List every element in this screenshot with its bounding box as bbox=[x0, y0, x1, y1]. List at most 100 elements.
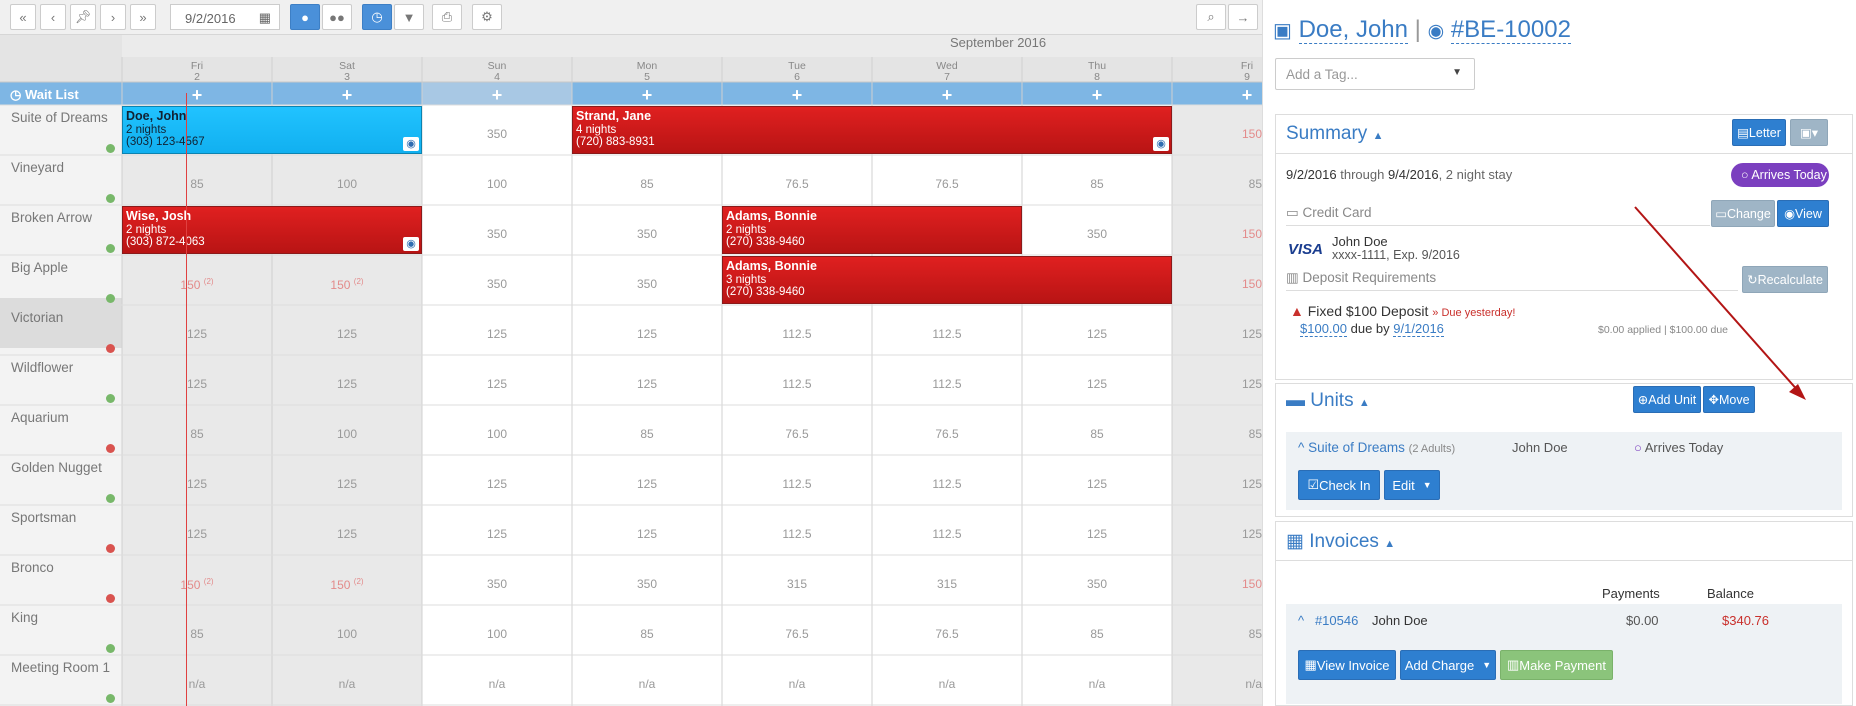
room-name[interactable]: Bronco bbox=[11, 560, 54, 575]
rate-cell[interactable]: 100 bbox=[486, 177, 508, 191]
room-name[interactable]: Sportsman bbox=[11, 510, 77, 525]
rate-cell[interactable]: 350 bbox=[1086, 227, 1108, 241]
rate-cell[interactable]: 85 bbox=[1090, 627, 1104, 641]
rate-cell[interactable]: 85 bbox=[640, 177, 654, 191]
move-unit-button[interactable]: ✥ Move bbox=[1703, 386, 1755, 413]
room-name[interactable]: King bbox=[11, 610, 39, 625]
rate-cell[interactable]: 125 bbox=[336, 477, 358, 491]
booking-block[interactable]: Adams, Bonnie 3 nights (270) 338-9460 bbox=[722, 256, 1172, 304]
rate-cell[interactable]: 76.5 bbox=[785, 177, 809, 191]
rate-cell[interactable]: 112.5 bbox=[782, 377, 812, 391]
rate-cell[interactable]: 85 bbox=[1090, 427, 1104, 441]
rate-cell[interactable]: 76.5 bbox=[935, 427, 959, 441]
rate-cell[interactable]: 112.5 bbox=[932, 527, 962, 541]
add-unit-button[interactable]: ⊕ Add Unit bbox=[1633, 386, 1701, 413]
rate-cell[interactable]: 125 bbox=[486, 327, 508, 341]
rate-cell[interactable]: 350 bbox=[486, 227, 508, 241]
single-guest-view-button[interactable]: ● bbox=[290, 4, 320, 30]
rate-cell[interactable]: 85 bbox=[1248, 177, 1262, 191]
rate-cell[interactable]: 100 bbox=[336, 427, 358, 441]
rate-cell[interactable]: 112.5 bbox=[932, 327, 962, 341]
rate-cell[interactable]: n/a bbox=[1245, 677, 1262, 691]
rate-cell[interactable]: 100 bbox=[486, 427, 508, 441]
rate-cell[interactable]: 150 bbox=[1241, 577, 1262, 591]
rate-cell[interactable]: 125 bbox=[1241, 527, 1262, 541]
clock-view-button[interactable]: ◷ bbox=[362, 4, 392, 30]
print-button[interactable]: ⎙ bbox=[432, 4, 462, 30]
rate-cell[interactable]: 125 bbox=[636, 527, 658, 541]
view-invoice-button[interactable]: ▦ View Invoice bbox=[1298, 650, 1396, 680]
rate-cell[interactable]: 125 bbox=[1086, 527, 1108, 541]
rate-cell[interactable]: 85 bbox=[190, 177, 204, 191]
rate-cell[interactable]: 76.5 bbox=[785, 627, 809, 641]
rate-cell[interactable]: n/a bbox=[188, 677, 206, 691]
room-name[interactable]: Big Apple bbox=[11, 260, 69, 275]
add-waitlist-button-6[interactable]: + bbox=[1091, 85, 1103, 105]
rate-cell[interactable]: n/a bbox=[1088, 677, 1106, 691]
rate-cell[interactable]: 125 bbox=[486, 477, 508, 491]
rate-cell[interactable]: 350 bbox=[486, 577, 508, 591]
date-picker[interactable]: 9/2/2016 ▦ bbox=[170, 4, 280, 30]
rate-cell[interactable]: 85 bbox=[1248, 427, 1262, 441]
rate-cell[interactable]: 125 bbox=[636, 327, 658, 341]
invoice-number[interactable]: ^ #10546 bbox=[1298, 613, 1359, 628]
deposit-due-date-link[interactable]: 9/1/2016 bbox=[1393, 321, 1444, 337]
rate-cell[interactable]: 85 bbox=[640, 427, 654, 441]
rate-cell[interactable]: 350 bbox=[636, 277, 658, 291]
rate-cell[interactable]: 76.5 bbox=[935, 177, 959, 191]
go-forward-button[interactable]: → bbox=[1228, 4, 1258, 30]
rate-cell[interactable]: 125 bbox=[636, 377, 658, 391]
add-waitlist-button-5[interactable]: + bbox=[941, 85, 953, 105]
rate-cell[interactable]: 350 bbox=[636, 577, 658, 591]
add-waitlist-button-3[interactable]: + bbox=[641, 85, 653, 105]
recalculate-button[interactable]: ↻ Recalculate bbox=[1742, 266, 1828, 293]
rate-cell[interactable]: 350 bbox=[636, 227, 658, 241]
filter-button[interactable]: ▼ bbox=[394, 4, 424, 30]
rate-cell[interactable]: 150 (2) bbox=[180, 577, 214, 592]
rate-cell[interactable]: n/a bbox=[638, 677, 656, 691]
rate-cell[interactable]: 100 bbox=[336, 177, 358, 191]
guest-name-link[interactable]: Doe, John bbox=[1298, 16, 1408, 44]
rate-cell[interactable]: 125 bbox=[1086, 477, 1108, 491]
rate-cell[interactable]: 150 bbox=[1241, 127, 1262, 141]
add-tag-select[interactable]: Add a Tag... ▼ bbox=[1275, 58, 1475, 90]
rate-cell[interactable]: 125 bbox=[1241, 377, 1262, 391]
letter-button[interactable]: ▤ Letter bbox=[1732, 119, 1786, 146]
waitlist-header[interactable]: ◷ Wait List bbox=[10, 87, 79, 103]
change-card-button[interactable]: ▭ Change bbox=[1711, 200, 1775, 227]
briefcase-dropdown-button[interactable]: ▣▾ bbox=[1790, 119, 1828, 146]
rate-cell[interactable]: 100 bbox=[336, 627, 358, 641]
rate-cell[interactable]: 315 bbox=[936, 577, 958, 591]
rate-cell[interactable]: 112.5 bbox=[782, 527, 812, 541]
rate-cell[interactable]: 85 bbox=[190, 627, 204, 641]
search-button[interactable]: ⌕ bbox=[1196, 4, 1226, 30]
booking-block[interactable]: Strand, Jane 4 nights (720) 883-8931 ◉ bbox=[572, 106, 1172, 154]
unit-name[interactable]: ^ Suite of Dreams (2 Adults) bbox=[1298, 440, 1456, 455]
prev-button[interactable]: ‹ bbox=[40, 4, 66, 30]
next-button[interactable]: › bbox=[100, 4, 126, 30]
rate-cell[interactable]: 85 bbox=[190, 427, 204, 441]
invoices-title[interactable]: ▦ Invoices ▲ bbox=[1286, 531, 1396, 552]
settings-button[interactable]: ⚙ bbox=[472, 4, 502, 30]
units-title[interactable]: ▬ Units ▲ bbox=[1286, 390, 1370, 411]
add-charge-dropdown[interactable]: Add Charge ▼ bbox=[1400, 650, 1496, 680]
rate-cell[interactable]: 125 bbox=[336, 377, 358, 391]
rate-cell[interactable]: 315 bbox=[786, 577, 808, 591]
rate-cell[interactable]: 125 bbox=[1086, 377, 1108, 391]
rate-cell[interactable]: 150 bbox=[1241, 227, 1262, 241]
rate-cell[interactable]: 350 bbox=[1086, 577, 1108, 591]
add-waitlist-button-0[interactable]: + bbox=[191, 85, 203, 105]
booking-id-link[interactable]: #BE-10002 bbox=[1450, 16, 1571, 44]
rate-cell[interactable]: 125 bbox=[186, 527, 208, 541]
room-name[interactable]: Meeting Room 1 bbox=[11, 660, 111, 675]
rate-cell[interactable]: 350 bbox=[486, 127, 508, 141]
rate-cell[interactable]: 85 bbox=[1090, 177, 1104, 191]
add-waitlist-button-7[interactable]: + bbox=[1241, 85, 1253, 105]
rate-cell[interactable]: n/a bbox=[488, 677, 506, 691]
rate-cell[interactable]: 85 bbox=[1248, 627, 1262, 641]
booking-block[interactable]: Adams, Bonnie 2 nights (270) 338-9460 bbox=[722, 206, 1022, 254]
rate-cell[interactable]: 125 bbox=[1086, 327, 1108, 341]
rate-cell[interactable]: 76.5 bbox=[935, 627, 959, 641]
edit-unit-dropdown[interactable]: Edit ▼ bbox=[1384, 470, 1440, 500]
rate-cell[interactable]: 85 bbox=[640, 627, 654, 641]
